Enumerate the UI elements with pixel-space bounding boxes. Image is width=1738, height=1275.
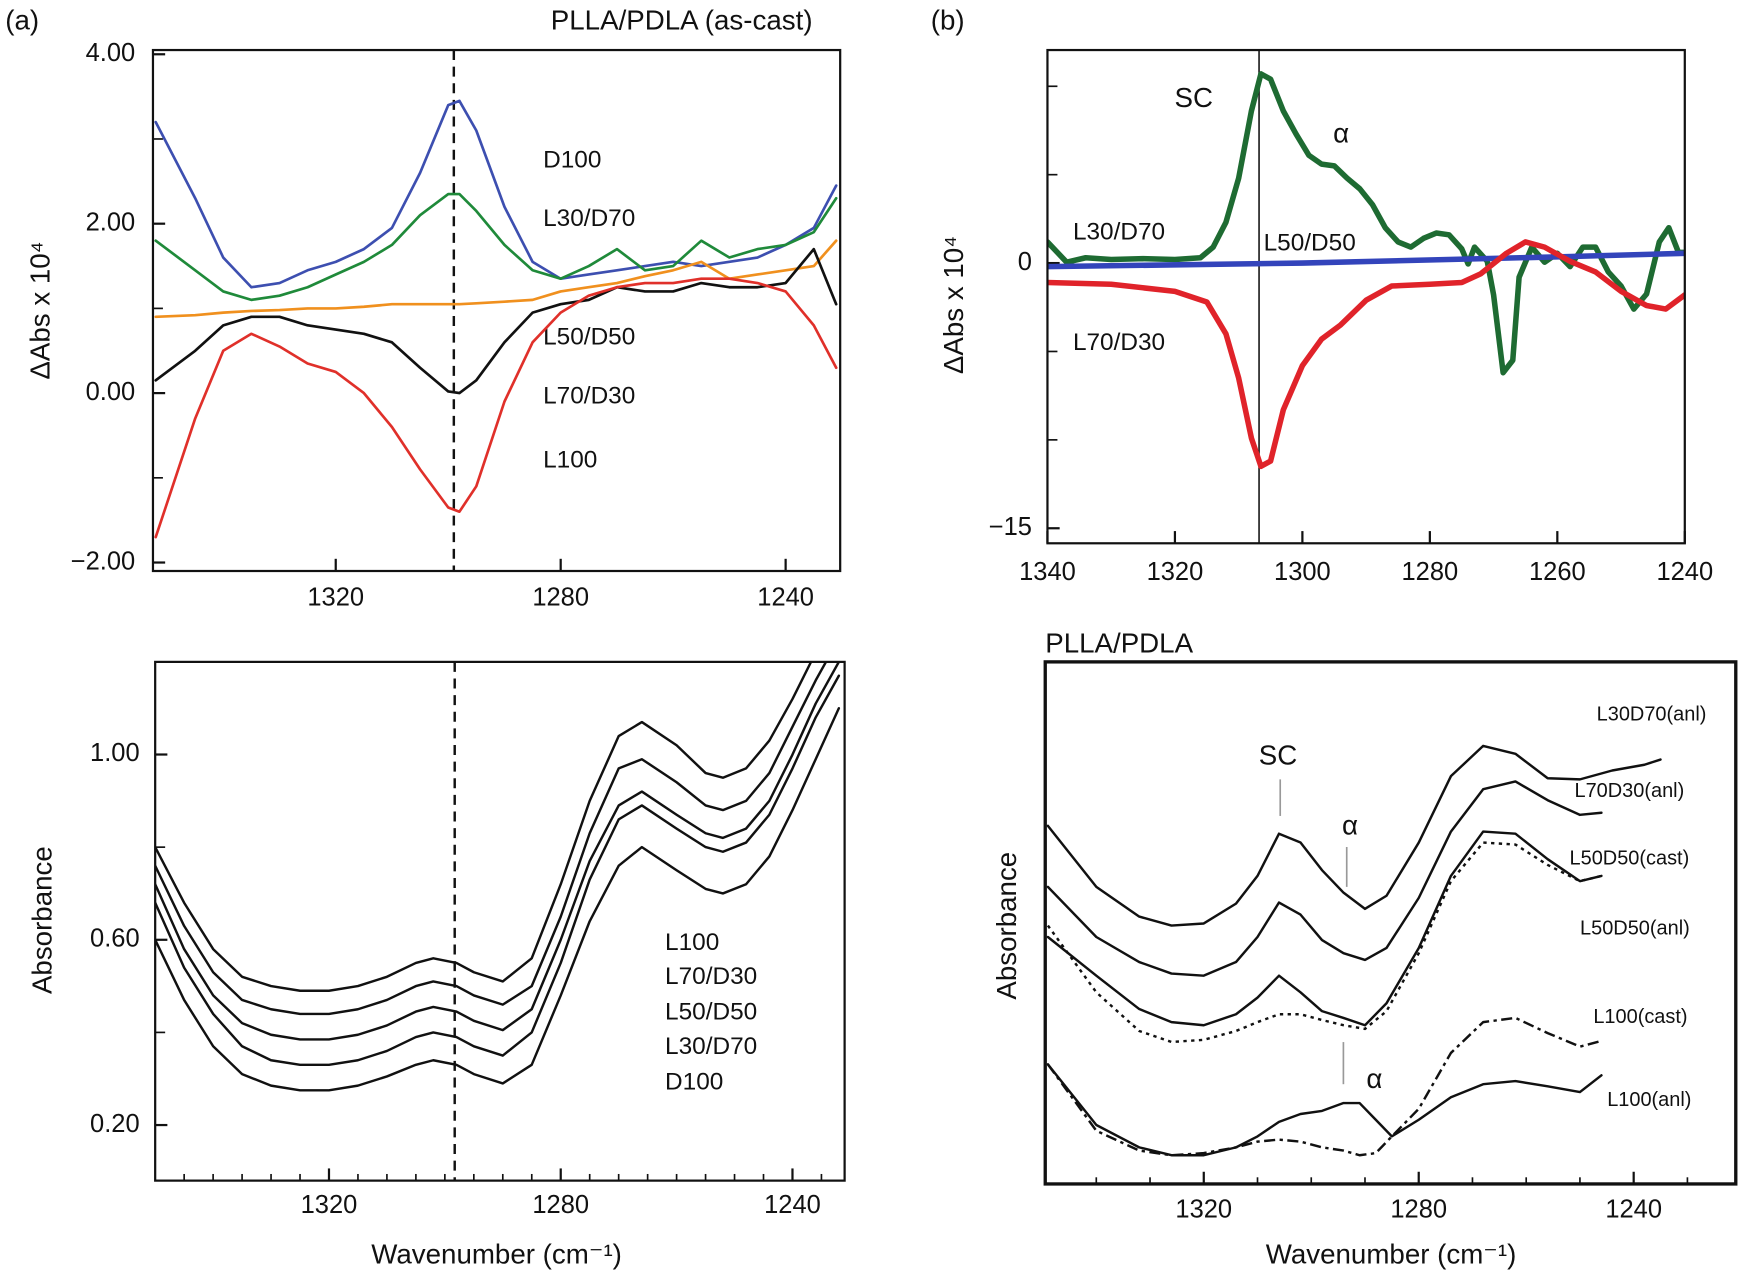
panel-label: (a) xyxy=(5,5,39,36)
x-tick-label: 1280 xyxy=(1402,558,1459,586)
series-label: L50D50(cast) xyxy=(1570,847,1690,869)
y-axis-label: ΔAbs x 10⁴ xyxy=(24,241,55,379)
series-label: L30/D70 xyxy=(1073,218,1165,245)
x-tick-label: 1240 xyxy=(764,1191,821,1219)
series-line xyxy=(155,661,828,1016)
series-label: L50D50(anl) xyxy=(1580,917,1690,939)
series-label: L50/D50 xyxy=(543,324,635,351)
x-tick-label: 1280 xyxy=(532,1191,589,1219)
series-label: L70D30(anl) xyxy=(1575,780,1685,802)
series-line xyxy=(1046,744,1662,927)
y-axis-label: Absorbance xyxy=(991,852,1022,1000)
chart-title: PLLA/PDLA (as-cast) xyxy=(551,5,813,36)
x-axis-label: Wavenumber (cm⁻¹) xyxy=(371,1238,622,1269)
y-tick-label: −2.00 xyxy=(71,547,135,575)
series-label: L70/D30 xyxy=(665,963,757,990)
series-label: L100 xyxy=(665,929,719,956)
x-tick-label: 1240 xyxy=(757,583,814,611)
series-line xyxy=(1047,239,1685,470)
y-tick-label: 0 xyxy=(1018,248,1032,276)
plot-frame xyxy=(154,660,846,1182)
series-label: L70/D30 xyxy=(543,382,635,409)
series-label: L50/D50 xyxy=(1264,229,1356,256)
annotation: SC xyxy=(1259,740,1297,771)
x-tick-label: 1280 xyxy=(532,583,589,611)
y-tick-label: 4.00 xyxy=(86,39,136,67)
series-line xyxy=(155,661,813,992)
y-tick-label: 2.00 xyxy=(86,208,136,236)
series-line xyxy=(154,247,838,395)
series-line xyxy=(1046,780,1603,977)
y-tick-label: 0.20 xyxy=(90,1110,140,1138)
series-line xyxy=(1047,71,1685,376)
x-tick-label: 1340 xyxy=(1019,558,1076,586)
panel-label: (b) xyxy=(931,5,965,36)
y-axis-label: Absorbance xyxy=(27,846,58,994)
series-label: L30/D70 xyxy=(543,205,635,232)
x-tick-label: 1320 xyxy=(1147,558,1204,586)
series-label: D100 xyxy=(665,1069,723,1096)
series-line xyxy=(1046,1063,1603,1157)
series-label: L100(cast) xyxy=(1593,1006,1687,1028)
plot-frame xyxy=(151,48,842,573)
x-tick-label: 1320 xyxy=(1175,1195,1232,1223)
series-label: L30D70(anl) xyxy=(1597,703,1707,725)
series-label: L30/D70 xyxy=(665,1033,757,1060)
series-line xyxy=(155,661,841,1041)
plot-frame xyxy=(1046,48,1686,545)
series-line xyxy=(154,99,838,289)
series-line xyxy=(1046,841,1602,1044)
annotation: α xyxy=(1333,118,1349,149)
series-label: L70/D30 xyxy=(1073,329,1165,356)
series-line xyxy=(1046,1016,1602,1157)
y-tick-label: −15 xyxy=(989,513,1032,541)
series-line xyxy=(154,277,838,539)
x-tick-label: 1240 xyxy=(1656,558,1713,586)
series-line xyxy=(154,192,838,302)
x-axis-label: Wavenumber (cm⁻¹) xyxy=(1266,1238,1517,1269)
series-label: L100(anl) xyxy=(1607,1089,1691,1111)
series-label: L100 xyxy=(543,447,597,474)
plot-frame xyxy=(1043,660,1738,1186)
x-tick-label: 1260 xyxy=(1529,558,1586,586)
annotation: α xyxy=(1366,1063,1382,1094)
chart-title: PLLA/PDLA xyxy=(1045,628,1193,659)
y-axis-label: ΔAbs x 10⁴ xyxy=(938,236,969,374)
x-tick-label: 1320 xyxy=(307,583,364,611)
series-line xyxy=(154,239,838,319)
x-tick-label: 1280 xyxy=(1390,1195,1447,1223)
x-tick-label: 1240 xyxy=(1605,1195,1662,1223)
series-line xyxy=(155,706,841,1092)
y-tick-label: 0.00 xyxy=(86,378,136,406)
series-line xyxy=(1047,250,1685,270)
annotation: α xyxy=(1342,809,1358,840)
y-tick-label: 1.00 xyxy=(90,739,140,767)
series-line xyxy=(155,674,841,1067)
series-label: D100 xyxy=(543,146,601,173)
annotation: SC xyxy=(1175,82,1213,113)
y-tick-label: 0.60 xyxy=(90,925,140,953)
x-tick-label: 1320 xyxy=(301,1191,358,1219)
x-tick-label: 1300 xyxy=(1274,558,1331,586)
series-line xyxy=(1046,830,1603,1027)
series-label: L50/D50 xyxy=(665,999,757,1026)
